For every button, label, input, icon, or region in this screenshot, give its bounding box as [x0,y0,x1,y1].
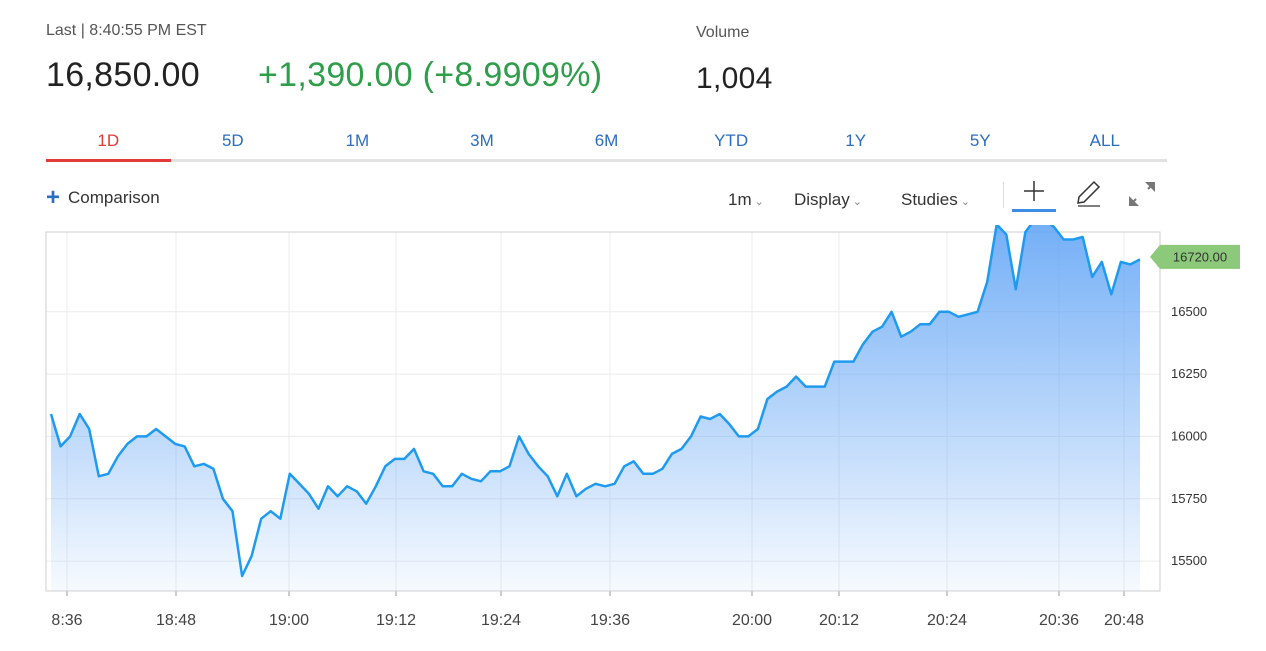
x-tick-label: 19:00 [269,612,309,629]
tab-6m[interactable]: 6M [594,131,619,150]
tab-1m[interactable]: 1M [345,131,370,150]
price-chart[interactable]: 15500 15750 16000 16250 16500 8:36 18:48 19:00 1… [0,225,1266,651]
toolbar-divider [1003,182,1004,208]
studies-label: Studies [901,190,958,209]
comparison-label: Comparison [68,188,160,207]
crosshair-icon [1024,181,1044,201]
x-tick-label: 19:12 [376,612,416,629]
price-change: +1,390.00 (+8.9909%) [258,56,603,94]
y-tick-label: 16250 [1171,366,1207,381]
x-tick-label: 19:24 [481,612,521,629]
tab-5y[interactable]: 5Y [969,131,991,150]
plus-icon: + [46,184,61,211]
display-dropdown[interactable]: Display ⌄ [794,190,862,210]
display-label: Display [794,190,850,209]
x-tick-label: 20:00 [732,612,772,629]
volume-value: 1,004 [696,62,773,95]
y-tick-label: 15500 [1171,553,1207,568]
tab-1d[interactable]: 1D [46,128,171,162]
y-tick-label: 16500 [1171,304,1207,319]
y-tick-label: 15750 [1171,491,1207,506]
pencil-icon [1077,180,1101,207]
x-tick-label: 20:36 [1039,612,1079,629]
price-area [51,225,1140,591]
x-tick-label: 8:36 [51,612,82,629]
tab-1y[interactable]: 1Y [845,131,867,150]
volume-label: Volume [696,24,750,41]
interval-label: 1m [728,190,752,209]
tab-3m[interactable]: 3M [470,131,494,150]
draw-button[interactable] [1068,176,1112,212]
x-tick-label: 20:12 [819,612,859,629]
crosshair-button[interactable] [1012,176,1056,212]
expand-icon [1129,182,1155,206]
x-tick-label: 20:24 [927,612,967,629]
price-line [49,225,1141,578]
interval-dropdown[interactable]: 1m ⌄ [728,190,764,210]
y-tick-label: 16000 [1171,428,1207,443]
tab-ytd[interactable]: YTD [714,131,749,150]
x-tick-label: 19:36 [590,612,630,629]
comparison-button[interactable]: + Comparison [46,184,160,211]
current-price-tag [1150,244,1240,269]
tab-all[interactable]: ALL [1089,131,1120,150]
chevron-down-icon: ⌄ [852,196,862,208]
studies-dropdown[interactable]: Studies ⌄ [901,190,970,210]
tab-5d[interactable]: 5D [221,131,244,150]
fullscreen-button[interactable] [1122,176,1166,212]
x-tick-label: 18:48 [156,612,196,629]
last-price: 16,850.00 [46,56,200,94]
timeframe-tabs: 1D 5D 1M 3M 6M YTD 1Y 5Y ALL [46,128,1167,162]
chevron-down-icon: ⌄ [754,196,764,208]
x-tick-label: 20:48 [1104,612,1144,629]
last-update-label: Last | 8:40:55 PM EST [46,22,207,39]
chevron-down-icon: ⌄ [960,196,970,208]
current-price-label: 16720.00 [1173,249,1227,264]
